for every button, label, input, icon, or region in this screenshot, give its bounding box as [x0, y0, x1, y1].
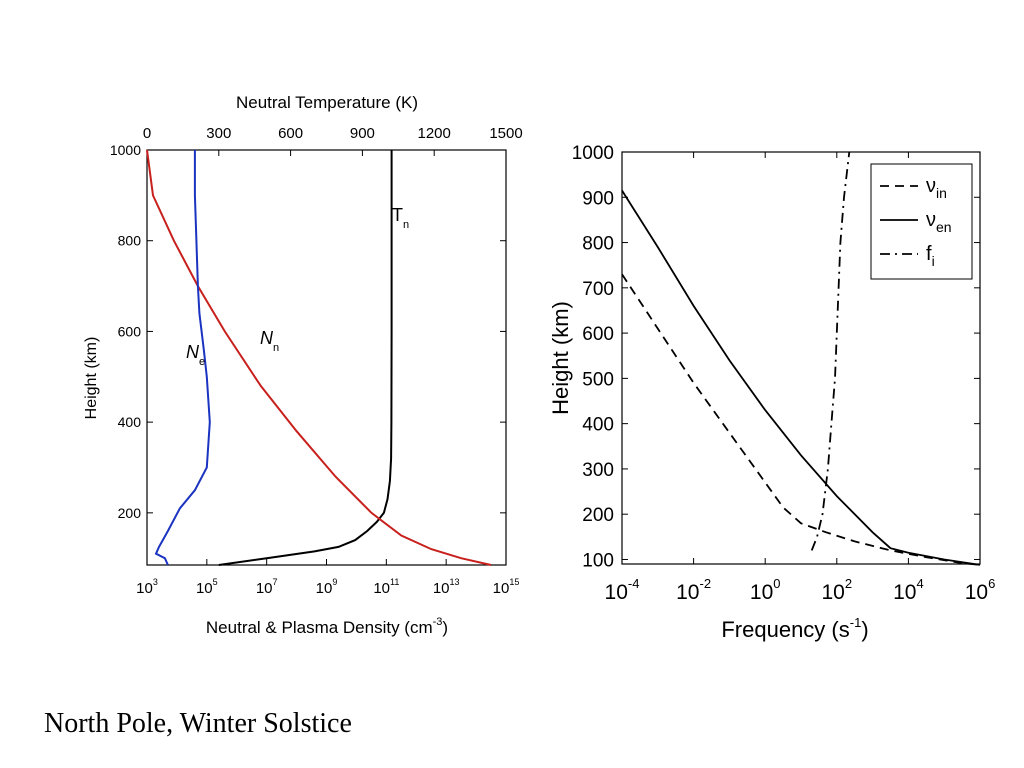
right-ylabel: Height (km): [548, 301, 573, 415]
right-ytick-label: 300: [582, 460, 614, 481]
left-top-xtick-label: 900: [350, 125, 375, 142]
legend-label-in: νin: [926, 175, 947, 201]
slide-caption: North Pole, Winter Solstice: [44, 708, 352, 739]
left-bottom-xtick-label: 1013: [433, 577, 460, 597]
right-ytick-label: 400: [582, 415, 614, 436]
left-bottom-xtick-label: 109: [316, 577, 338, 597]
right-ytick-label: 600: [582, 324, 614, 345]
legend-box: [870, 163, 973, 280]
annotation-t-n: Tn: [392, 205, 409, 231]
right-ytick-label: 700: [582, 279, 614, 300]
right-ytick-label: 100: [582, 550, 614, 571]
right-xtick-label: 100: [750, 576, 781, 604]
right-xtick-label: 102: [822, 576, 853, 604]
right-xtick-label: 10-4: [605, 576, 640, 604]
frequency-chart: Height (km) Frequency (s-1) 100 200 300 400…: [548, 143, 995, 642]
left-bottom-xtick-label: 105: [196, 577, 218, 597]
left-ytick-label: 600: [118, 323, 142, 339]
left-bottom-xtick-label: 103: [136, 577, 158, 597]
series-en-line: [621, 190, 981, 566]
annotation-n-e: Ne: [186, 342, 205, 368]
right-xtick-label: 10-2: [676, 576, 711, 604]
right-xtick-label: 106: [965, 576, 996, 604]
left-bottom-xlabel: Neutral & Plasma Density (cm-3): [206, 616, 448, 637]
left-top-xtick-label: 1500: [489, 125, 522, 142]
left-top-xlabel: Neutral Temperature (K): [236, 93, 418, 112]
left-bottom-xtick-label: 1015: [493, 577, 520, 597]
annotation-n-n: Nn: [260, 328, 279, 354]
series-i-line: [810, 151, 851, 551]
series-n-n-line: [146, 149, 492, 566]
series-in-line: [621, 273, 981, 566]
right-ytick-label: 1000: [572, 143, 614, 164]
left-top-xtick-label: 600: [278, 125, 303, 142]
left-ylabel: Height (km): [83, 337, 100, 420]
right-ytick-label: 800: [582, 234, 614, 255]
left-top-xtick-label: 0: [143, 125, 151, 142]
left-ytick-label: 800: [118, 233, 142, 249]
left-bottom-xtick-label: 1011: [373, 577, 399, 597]
right-ytick-label: 200: [582, 505, 614, 526]
series-n-e-line: [154, 150, 211, 566]
left-top-xtick-label: 300: [206, 125, 231, 142]
right-xtick-label: 104: [893, 576, 924, 604]
legend-label-en: νen: [926, 209, 952, 235]
left-ytick-label: 200: [118, 505, 142, 521]
left-ytick-label: 400: [118, 414, 142, 430]
legend-label-i: fi: [926, 243, 935, 269]
right-ytick-label: 500: [582, 369, 614, 390]
right-ytick-label: 900: [582, 188, 614, 209]
left-bottom-xtick-label: 107: [256, 577, 278, 597]
density-temperature-chart: Neutral Temperature (K) Height (km) Neut…: [83, 93, 523, 637]
series-t-n-line: [218, 150, 393, 566]
left-top-xtick-label: 1200: [418, 125, 451, 142]
legend: νin νen fi: [870, 163, 973, 280]
left-ytick-label: 1000: [110, 142, 141, 158]
right-plot-frame: [621, 151, 981, 565]
right-xlabel: Frequency (s-1): [721, 615, 868, 642]
